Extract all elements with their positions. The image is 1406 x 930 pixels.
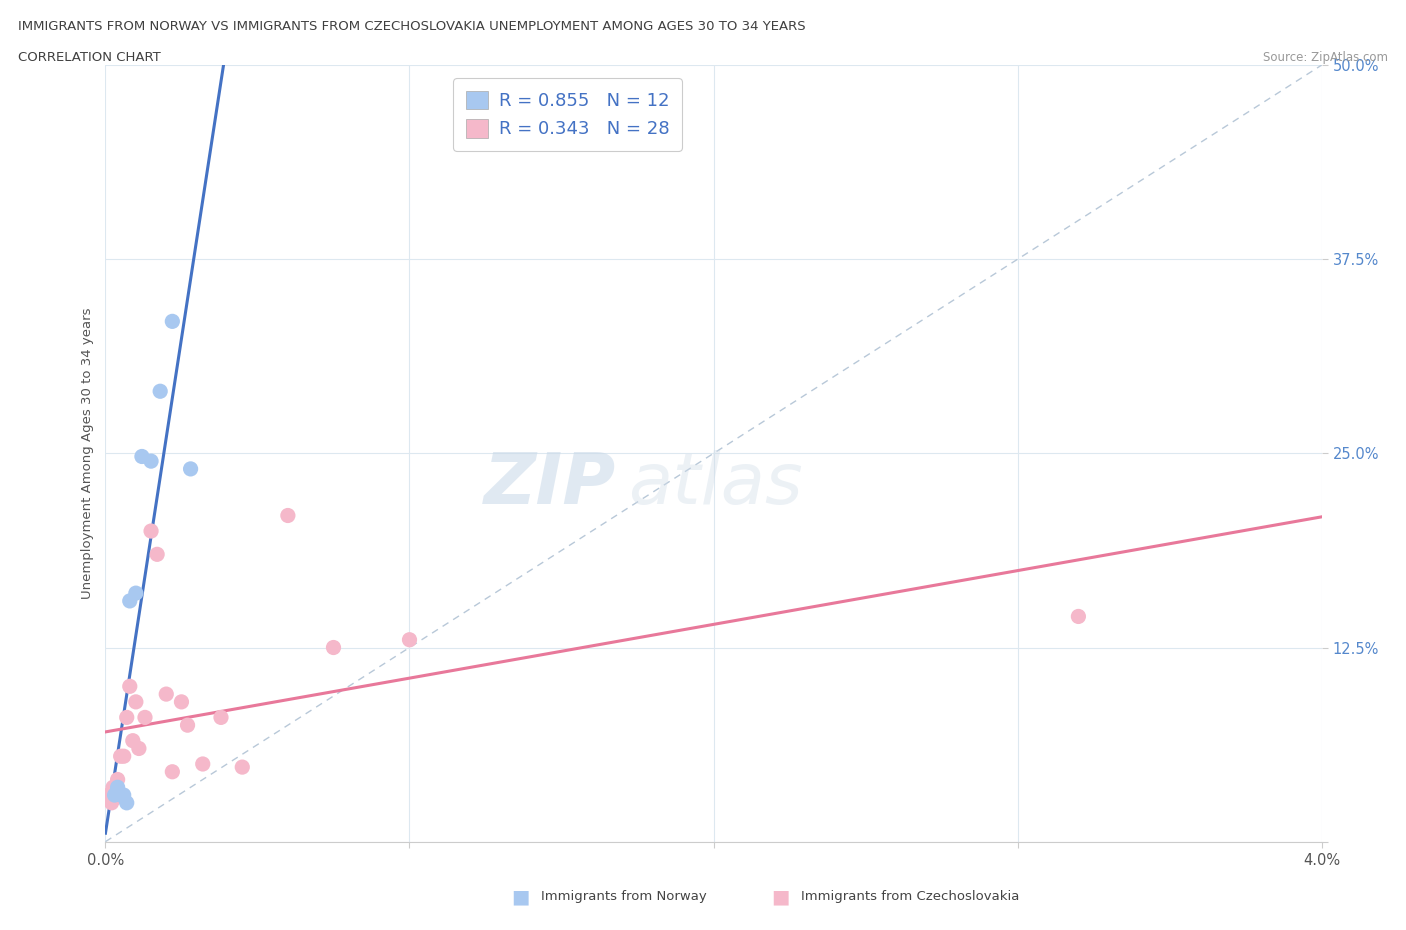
Point [105,780,128,795]
Text: atlas: atlas [628,450,803,519]
Point [146,547,169,562]
Point [112,788,135,803]
Point [107,780,129,795]
Point [176,718,198,733]
Point [103,788,125,803]
Point [98,790,121,805]
Text: ■: ■ [770,887,790,906]
Point [155,686,177,701]
Point [110,749,132,764]
Point [121,733,143,748]
Point [180,461,202,476]
Point [112,749,135,764]
Point [110,788,132,803]
Text: CORRELATION CHART: CORRELATION CHART [18,51,162,64]
Text: ZIP: ZIP [484,450,616,519]
Point [139,454,162,469]
Point [118,679,141,694]
Text: Source: ZipAtlas.com: Source: ZipAtlas.com [1263,51,1388,64]
Point [125,695,148,710]
Point [118,593,141,608]
Point [191,757,214,772]
Point [128,741,150,756]
Point [162,314,184,329]
Point [125,586,148,601]
Point [170,695,193,710]
Point [149,384,172,399]
Text: ■: ■ [510,887,530,906]
Text: Immigrants from Norway: Immigrants from Norway [541,890,707,903]
Point [100,795,122,810]
Point [231,760,253,775]
Point [97,788,120,803]
Point [398,632,420,647]
Point [115,795,138,810]
Point [131,449,153,464]
Y-axis label: Unemployment Among Ages 30 to 34 years: Unemployment Among Ages 30 to 34 years [82,308,94,599]
Point [103,790,125,805]
Point [101,780,124,795]
Legend: R = 0.855   N = 12, R = 0.343   N = 28: R = 0.855 N = 12, R = 0.343 N = 28 [453,78,682,151]
Text: IMMIGRANTS FROM NORWAY VS IMMIGRANTS FROM CZECHOSLOVAKIA UNEMPLOYMENT AMONG AGES: IMMIGRANTS FROM NORWAY VS IMMIGRANTS FRO… [18,20,806,33]
Point [322,640,344,655]
Point [162,764,184,779]
Point [139,524,162,538]
Point [134,710,156,724]
Text: Immigrants from Czechoslovakia: Immigrants from Czechoslovakia [801,890,1019,903]
Point [209,710,232,724]
Point [107,772,129,787]
Point [115,710,138,724]
Point [1067,609,1090,624]
Point [277,508,299,523]
